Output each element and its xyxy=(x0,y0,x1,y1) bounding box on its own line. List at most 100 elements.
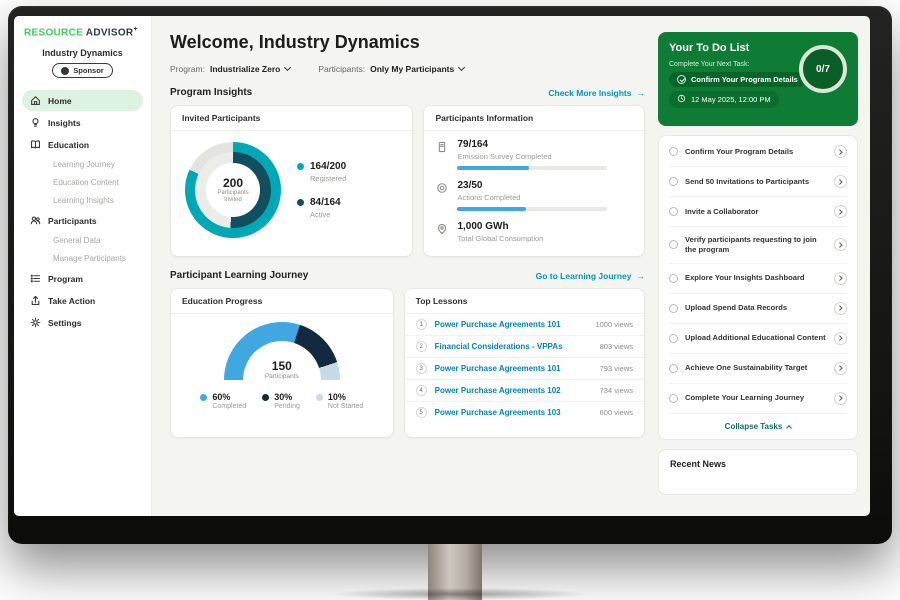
book-icon xyxy=(30,139,41,150)
sponsor-badge[interactable]: Sponsor xyxy=(52,63,113,79)
task-open-button[interactable] xyxy=(834,238,847,252)
survey-icon xyxy=(436,140,448,153)
task-checkbox[interactable] xyxy=(669,363,678,373)
monitor-stand xyxy=(428,544,482,600)
lesson-row[interactable]: 2 Financial Considerations - VPPAs 803 v… xyxy=(404,336,644,358)
due-date-chip: 12 May 2025, 12:00 PM xyxy=(669,91,779,108)
collapse-tasks-button[interactable]: Collapse Tasks xyxy=(669,414,847,438)
lesson-link[interactable]: Power Purchase Agreements 101 xyxy=(434,364,561,373)
sidebar-item-general-data[interactable]: General Data xyxy=(53,236,101,246)
lesson-link[interactable]: Power Purchase Agreements 102 xyxy=(434,386,561,395)
sidebar-item-learning-journey[interactable]: Learning Journey xyxy=(53,160,115,170)
todo-summary-card: Your To Do List Complete Your Next Task:… xyxy=(658,32,858,126)
legend-dot-completed xyxy=(200,393,208,401)
task-open-button[interactable] xyxy=(834,391,847,405)
lesson-views: 793 views xyxy=(599,364,633,373)
task-checkbox[interactable] xyxy=(669,177,678,186)
task-open-button[interactable] xyxy=(834,175,847,188)
sidebar: RESOURCE ADVISOR+ Industry Dynamics Spon… xyxy=(14,16,152,516)
todo-task-list: Confirm Your Program Details Send 50 Inv… xyxy=(658,135,858,440)
task-checkbox[interactable] xyxy=(669,240,678,250)
sidebar-item-take-action[interactable]: Take Action xyxy=(22,290,143,311)
task-row[interactable]: Invite a Collaborator xyxy=(669,197,847,227)
task-row[interactable]: Upload Spend Data Records xyxy=(669,294,847,324)
sidebar-item-settings[interactable]: Settings xyxy=(22,312,143,333)
section-program-insights: Program Insights xyxy=(170,87,253,98)
program-select[interactable]: Program: Industrialize Zero xyxy=(170,63,292,74)
go-to-learning-journey-link[interactable]: Go to Learning Journey → xyxy=(535,270,645,281)
lesson-link[interactable]: Power Purchase Agreements 101 xyxy=(434,320,561,329)
sidebar-item-participants[interactable]: Participants xyxy=(22,210,143,231)
logo-plus: + xyxy=(133,26,138,33)
task-row[interactable]: Send 50 Invitations to Participants xyxy=(669,167,847,197)
lesson-row[interactable]: 5 Power Purchase Agreements 103 600 view… xyxy=(405,402,644,423)
sidebar-item-home[interactable]: Home xyxy=(22,90,143,112)
chevron-down-icon xyxy=(284,63,292,72)
logo-advisor: ADVISOR xyxy=(85,27,134,39)
lesson-views: 803 views xyxy=(599,342,633,351)
page-title: Welcome, Industry Dynamics xyxy=(170,32,420,52)
gauge-legend: 60% Completed 30% Pending 10% Not Starte… xyxy=(200,392,363,410)
people-icon xyxy=(30,215,41,226)
stat-emission-survey: 79/164 Emission Survey Completed xyxy=(424,131,644,172)
education-progress-card: Education Progress 150 Participants 60% xyxy=(170,288,394,438)
lesson-row[interactable]: 3 Power Purchase Agreements 101 793 view… xyxy=(404,358,644,380)
task-checkbox[interactable] xyxy=(669,393,678,403)
task-open-button[interactable] xyxy=(834,301,847,315)
sidebar-item-learning-insights[interactable]: Learning Insights xyxy=(53,196,114,206)
card-title: Participants Information xyxy=(424,106,644,131)
task-checkbox[interactable] xyxy=(669,273,678,283)
sidebar-item-education-content[interactable]: Education Content xyxy=(53,178,119,188)
clock-icon xyxy=(677,94,686,105)
task-checkbox[interactable] xyxy=(669,333,678,343)
lesson-views: 734 views xyxy=(599,386,633,395)
task-row[interactable]: Confirm Your Program Details xyxy=(669,137,847,167)
lesson-rank: 1 xyxy=(415,319,427,330)
task-row[interactable]: Verify participants requesting to join t… xyxy=(669,227,847,264)
task-row[interactable]: Complete Your Learning Journey xyxy=(669,384,847,414)
task-open-button[interactable] xyxy=(834,145,847,158)
lesson-row[interactable]: 1 Power Purchase Agreements 101 1000 vie… xyxy=(404,314,644,336)
legend-dot-not-started xyxy=(315,393,323,401)
lesson-link[interactable]: Power Purchase Agreements 103 xyxy=(434,408,561,417)
home-icon xyxy=(30,95,41,106)
sidebar-item-education[interactable]: Education xyxy=(22,134,143,155)
task-open-button[interactable] xyxy=(834,205,847,218)
sidebar-item-program[interactable]: Program xyxy=(22,268,143,289)
app-window: RESOURCE ADVISOR+ Industry Dynamics Spon… xyxy=(14,16,870,516)
lesson-row[interactable]: 4 Power Purchase Agreements 102 734 view… xyxy=(404,380,644,402)
chevron-right-icon xyxy=(837,209,843,214)
check-icon xyxy=(677,75,686,84)
legend-registered: 164/200 Registered xyxy=(297,161,346,183)
sidebar-item-manage-participants[interactable]: Manage Participants xyxy=(53,254,126,264)
sidebar-item-insights[interactable]: Insights xyxy=(22,112,143,133)
upload-icon xyxy=(30,295,41,306)
legend-completed: 60% Completed xyxy=(200,392,246,410)
lesson-rank: 3 xyxy=(415,363,427,374)
task-checkbox[interactable] xyxy=(669,207,678,216)
todo-title: Your To Do List xyxy=(669,42,750,54)
top-lessons-card: Top Lessons 1 Power Purchase Agreements … xyxy=(403,288,645,438)
lesson-link[interactable]: Financial Considerations - VPPAs xyxy=(434,342,563,351)
legend-dot-active xyxy=(297,199,304,206)
app-logo: RESOURCE ADVISOR+ xyxy=(22,26,143,38)
task-row[interactable]: Upload Additional Educational Content xyxy=(669,324,847,354)
stat-global-consumption: 1,000 GWh Total Global Consumption xyxy=(424,213,644,245)
card-title: Top Lessons xyxy=(404,289,644,314)
task-checkbox[interactable] xyxy=(669,147,678,156)
task-row[interactable]: Explore Your Insights Dashboard xyxy=(669,264,847,294)
pin-icon xyxy=(436,222,448,235)
task-open-button[interactable] xyxy=(834,331,847,345)
task-row[interactable]: Achieve One Sustainability Target xyxy=(669,354,847,384)
check-more-insights-link[interactable]: Check More Insights → xyxy=(548,87,645,98)
todo-panel: Your To Do List Complete Your Next Task:… xyxy=(658,16,870,516)
task-open-button[interactable] xyxy=(834,271,847,285)
task-checkbox[interactable] xyxy=(669,303,678,313)
card-title: Invited Participants xyxy=(171,106,413,131)
next-task-chip[interactable]: Confirm Your Program Details xyxy=(669,72,806,87)
task-open-button[interactable] xyxy=(834,361,847,375)
participants-information-card: Participants Information 79/164 Emission… xyxy=(423,105,645,257)
participants-select[interactable]: Participants: Only My Participants xyxy=(318,63,466,74)
todo-subtitle: Complete Your Next Task: xyxy=(669,61,750,68)
chevron-right-icon xyxy=(837,335,843,341)
